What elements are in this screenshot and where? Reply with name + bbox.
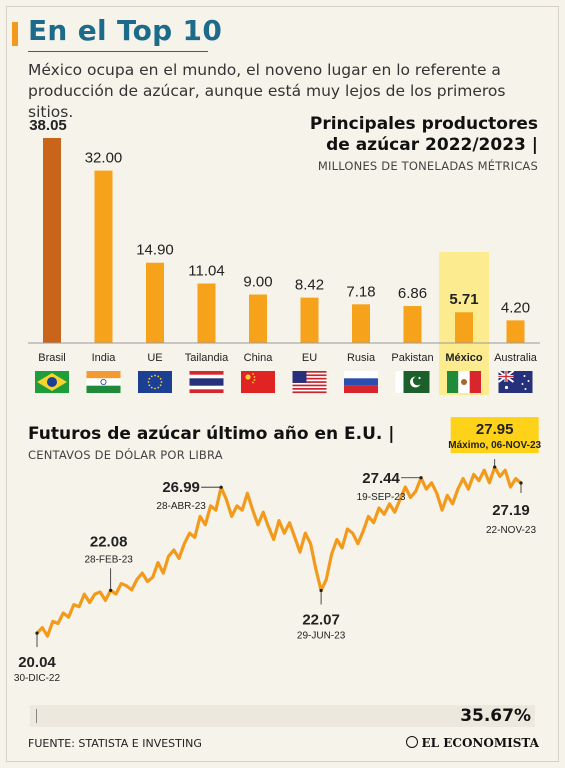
change-bar [30, 705, 535, 727]
point-marker [493, 465, 497, 469]
annotation-value: 27.95 [476, 421, 514, 438]
annotation-value: 27.19 [492, 502, 530, 519]
bar-value-label: 14.90 [136, 242, 174, 259]
bar-chart: 38.05 Brasil 32.00 India 14.90 UE 11.04 Tailand… [28, 117, 540, 395]
page-subtitle: México ocupa en el mundo, el noveno luga… [28, 61, 506, 121]
bar-value-label: 8.42 [295, 277, 324, 294]
title-accent [12, 22, 18, 46]
bar-Pakistan [403, 306, 422, 343]
annotation-date: 28-ABR-23 [156, 501, 206, 512]
bar-value-label: 5.71 [449, 291, 478, 308]
category-label: Brasil [38, 352, 66, 364]
thailand-flag-icon [189, 371, 224, 393]
annotation-value: 22.08 [90, 533, 128, 550]
bar-value-label: 32.00 [85, 150, 123, 167]
annotation-value: 22.07 [302, 612, 340, 629]
source-note: FUENTE: STATISTA E INVESTING [28, 737, 202, 750]
point-marker [519, 481, 523, 485]
category-label: Tailandia [185, 352, 229, 364]
brand-icon [405, 736, 418, 748]
category-label: China [244, 352, 274, 364]
china-flag-icon [241, 371, 275, 393]
price-line [35, 465, 523, 638]
annotation-date: 30-DIC-22 [14, 673, 61, 684]
brand-logo: EL ECONOMISTA [405, 736, 539, 750]
annotation-date: Máximo, 06-NOV-23 [448, 440, 541, 451]
bar-México [455, 312, 473, 343]
change-bar-tick [36, 709, 37, 723]
annotation-value: 26.99 [162, 479, 200, 496]
bar-value-label: 4.20 [501, 299, 530, 316]
line-chart-unit: CENTAVOS DE DÓLAR POR LIBRA [28, 448, 223, 462]
category-label: UE [147, 352, 162, 364]
bar-India [94, 170, 113, 343]
eu-flag-icon [138, 371, 172, 393]
usa-flag-icon [292, 371, 327, 394]
category-label: India [92, 352, 117, 364]
category-label: Rusia [347, 352, 376, 364]
annotation-date: 29-JUN-23 [297, 631, 346, 642]
line-chart: 20.04 30-DIC-22 22.08 28-FEB-23 26.99 28-ABR-… [14, 417, 542, 684]
annotation-date: 19-SEP-23 [357, 492, 406, 503]
category-label: Pakistan [391, 352, 433, 364]
russia-flag-icon [344, 371, 378, 393]
category-label: México [445, 352, 483, 364]
title-underline [28, 51, 208, 52]
bar-Tailandia [197, 283, 216, 343]
max-label-box [450, 417, 539, 454]
bar-EU [300, 297, 319, 343]
australia-flag-icon [497, 370, 533, 393]
category-label: EU [302, 352, 317, 364]
brazil-flag-icon [35, 371, 69, 393]
brand-name: EL ECONOMISTA [421, 736, 539, 750]
bar-chart-title-line1: Principales productores [309, 114, 538, 134]
bar-chart-unit: MILLONES DE TONELADAS MÉTRICAS [317, 159, 538, 173]
bar-value-label: 38.05 [29, 117, 67, 134]
bar-Brasil [43, 138, 61, 343]
bar-Rusia [352, 304, 370, 343]
page-title: En el Top 10 [28, 14, 223, 47]
bar-value-label: 11.04 [188, 263, 224, 280]
annotation-value: 27.44 [362, 470, 400, 487]
infographic-frame [6, 6, 559, 762]
bar-UE [146, 262, 164, 343]
change-percent: 35.67% [460, 706, 531, 726]
bar-value-label: 9.00 [243, 274, 272, 291]
bar-chart-title-line2: de azúcar 2022/2023 | [326, 135, 538, 155]
bar-Australia [506, 320, 525, 343]
india-flag-icon [86, 371, 121, 393]
mexico-flag-icon [447, 371, 481, 393]
pakistan-flag-icon [395, 371, 430, 393]
line-chart-title: Futuros de azúcar último año en E.U. | [28, 424, 395, 444]
bar-value-label: 7.18 [346, 283, 375, 300]
bar-value-label: 6.86 [398, 285, 427, 302]
category-label: Australia [494, 352, 538, 364]
annotation-date: 28-FEB-23 [84, 554, 133, 565]
annotation-value: 20.04 [18, 654, 56, 671]
bar-China [249, 294, 267, 343]
annotation-date: 22-NOV-23 [486, 525, 536, 536]
